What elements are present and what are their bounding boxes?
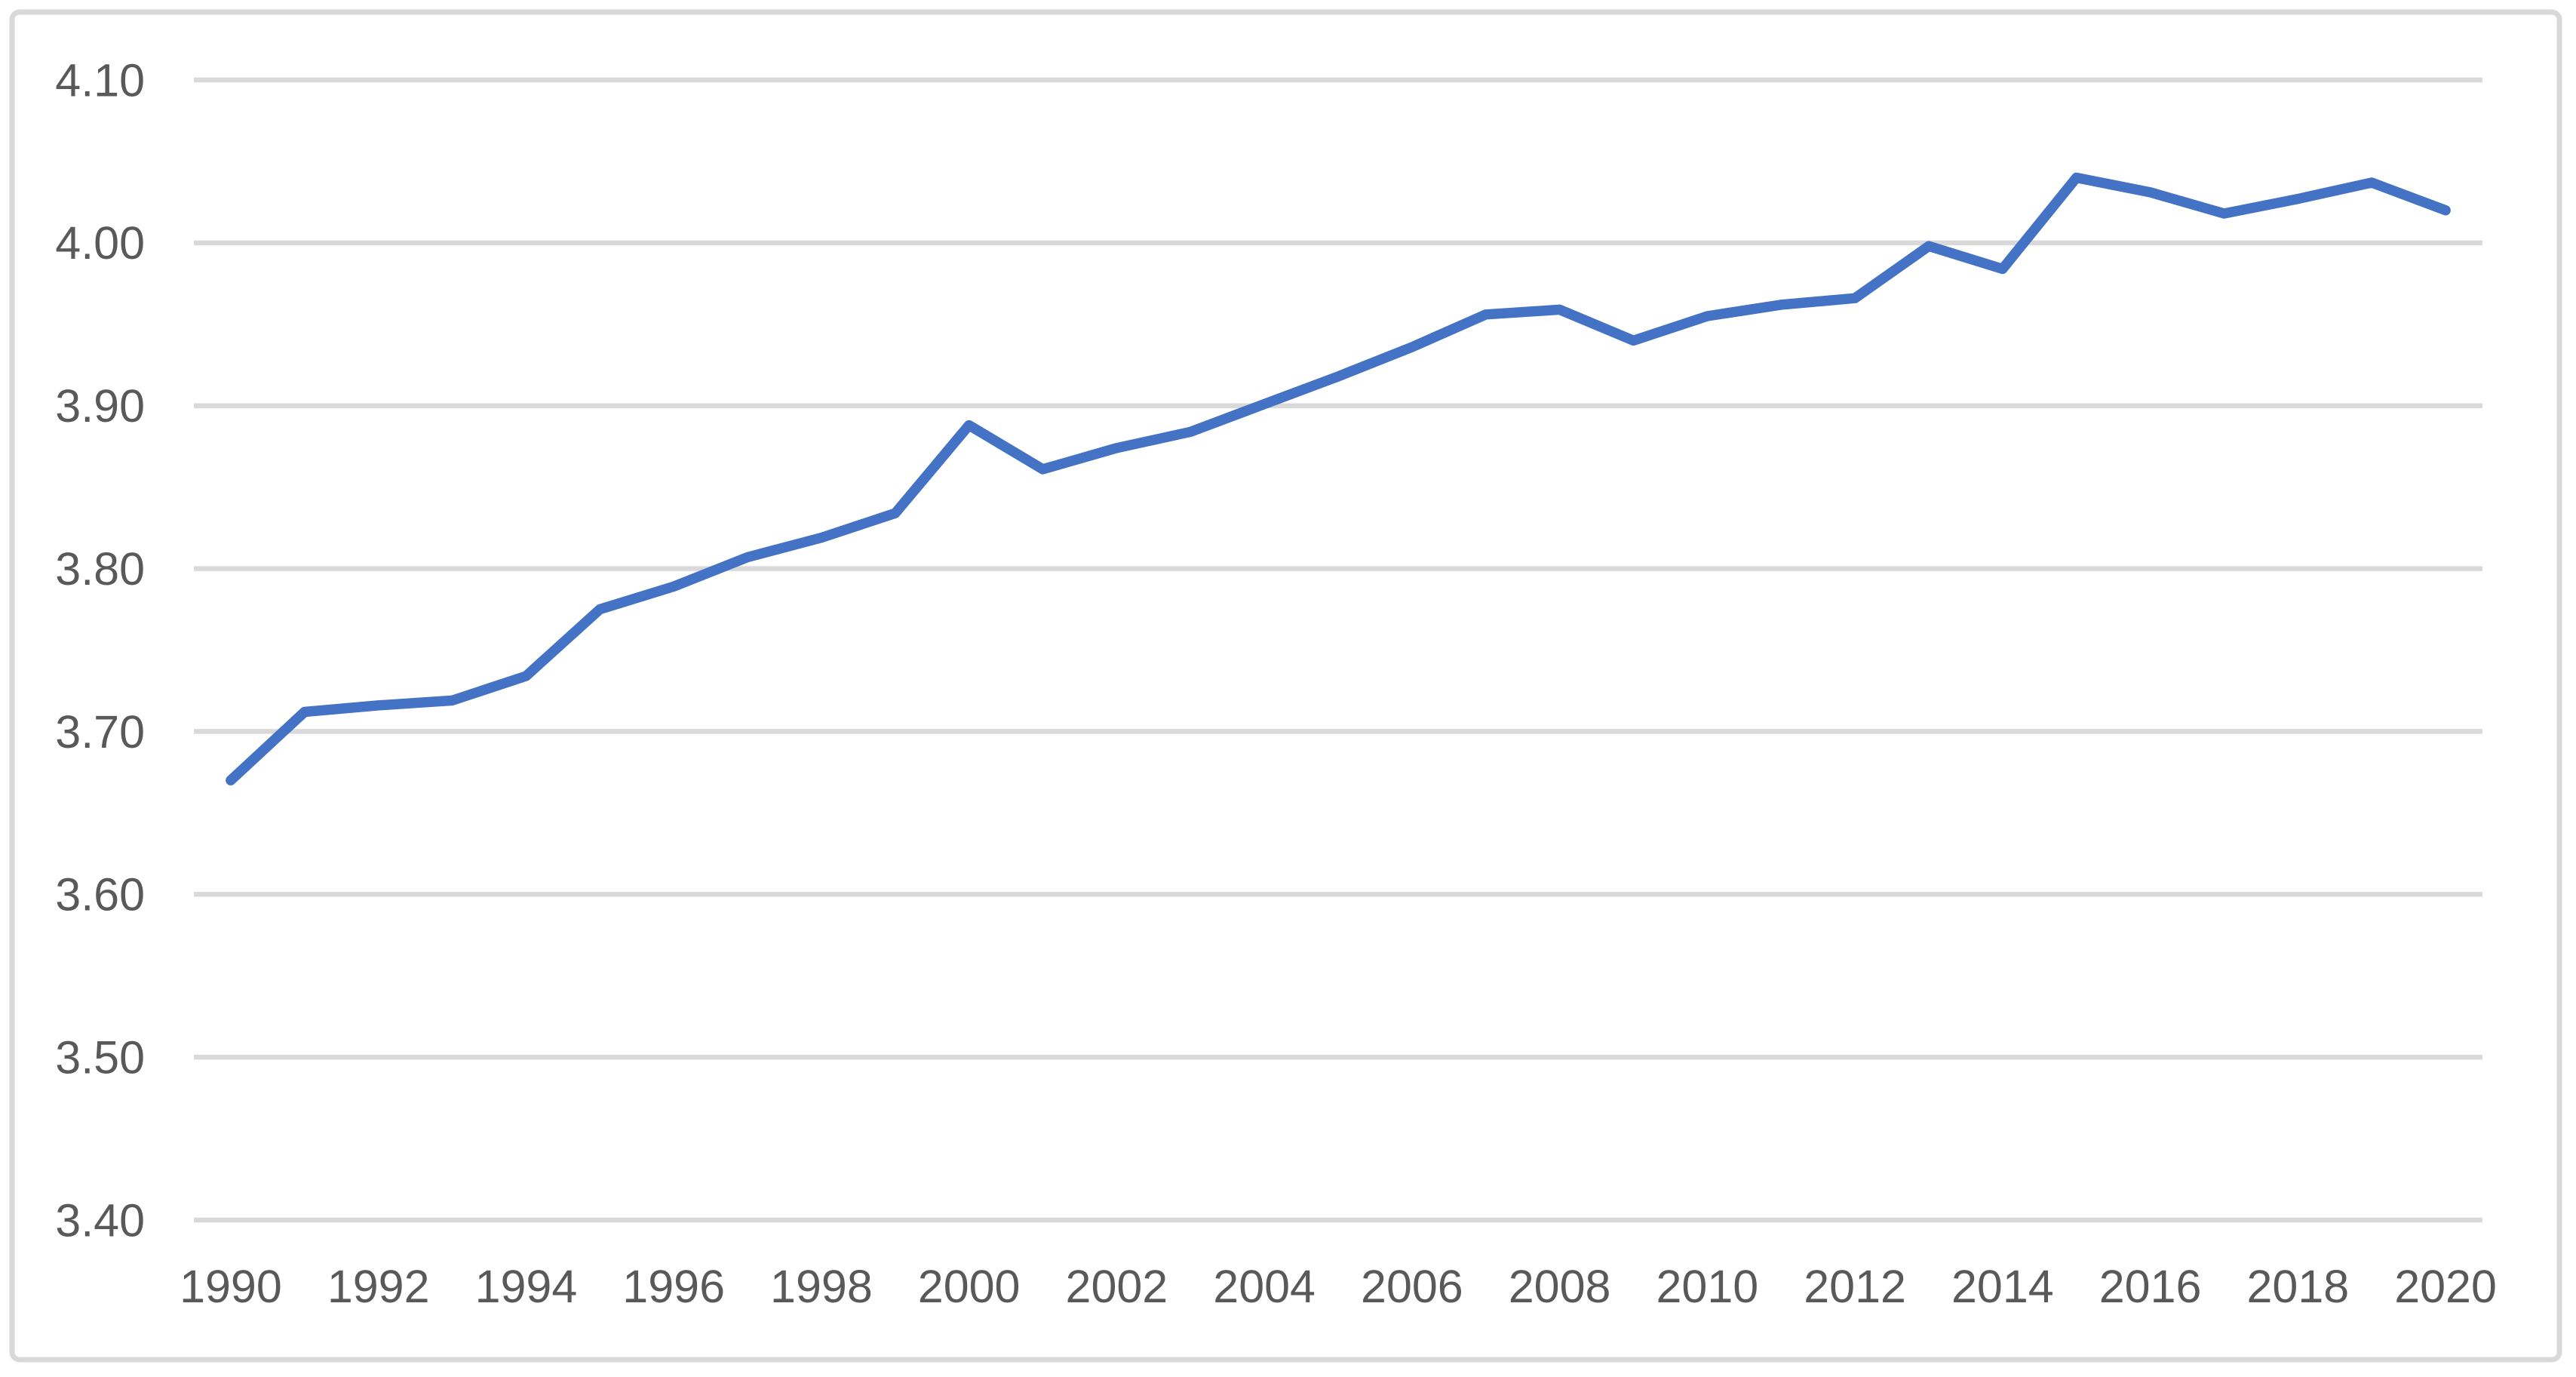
chart-border (9, 9, 2562, 1363)
y-axis-tick-label: 3.70 (55, 706, 145, 758)
y-axis-tick-label: 4.00 (55, 217, 145, 269)
x-axis-tick-label: 2008 (1509, 1261, 1611, 1312)
y-axis-tick-label: 3.90 (55, 380, 145, 432)
x-axis-tick-label: 2012 (1804, 1261, 1906, 1312)
x-axis-tick-label: 2016 (2099, 1261, 2202, 1312)
y-axis-tick-label: 4.10 (55, 54, 145, 106)
x-axis-tick-label: 2010 (1656, 1261, 1759, 1312)
x-axis-tick-label: 2018 (2246, 1261, 2349, 1312)
y-axis-tick-label: 3.50 (55, 1031, 145, 1083)
x-axis-tick-label: 1996 (622, 1261, 725, 1312)
x-axis-tick-label: 2004 (1213, 1261, 1316, 1312)
x-axis-tick-label: 2014 (1951, 1261, 2054, 1312)
x-axis-tick-label: 2020 (2394, 1261, 2497, 1312)
y-axis-tick-label: 3.80 (55, 543, 145, 595)
x-axis-tick-label: 2006 (1361, 1261, 1463, 1312)
series-line (226, 172, 2451, 785)
x-axis-tick-label: 1990 (180, 1261, 282, 1312)
x-axis-tick-label: 1994 (475, 1261, 578, 1312)
x-axis-tick-label: 1998 (770, 1261, 873, 1312)
x-axis-tick-label: 2002 (1066, 1261, 1168, 1312)
x-axis-tick-label: 1992 (327, 1261, 430, 1312)
y-axis-tick-label: 3.40 (55, 1194, 145, 1246)
x-axis-tick-label: 2000 (918, 1261, 1021, 1312)
y-axis-tick-label: 3.60 (55, 869, 145, 921)
